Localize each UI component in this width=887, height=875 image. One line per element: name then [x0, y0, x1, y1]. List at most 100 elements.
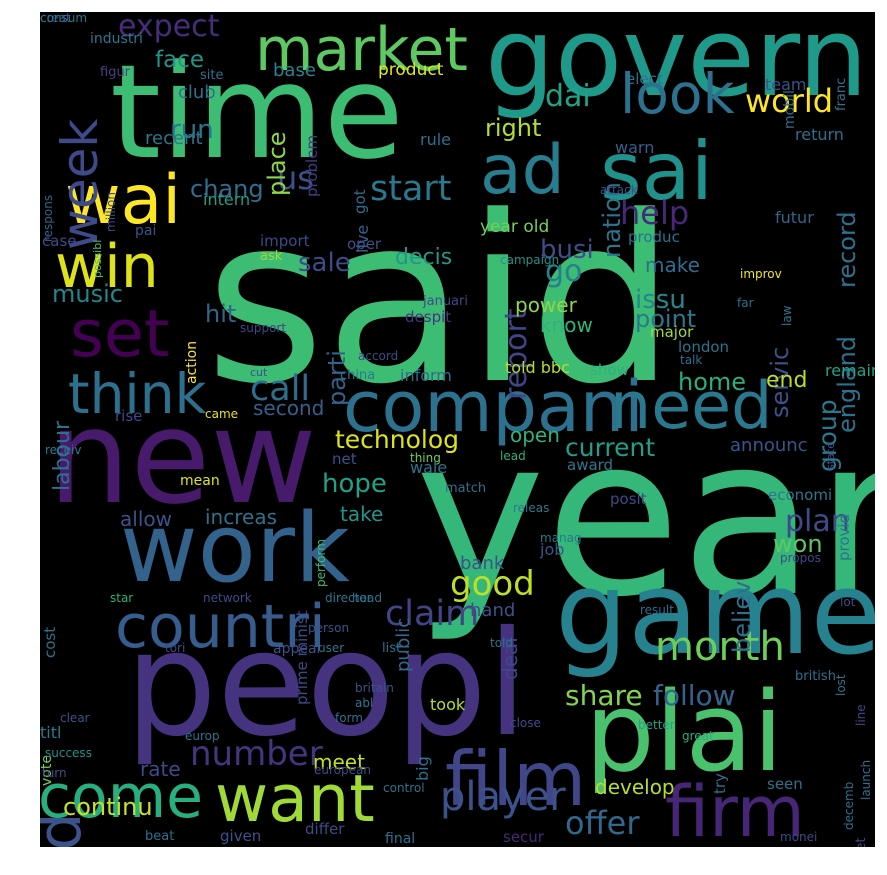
cloud-word: differ [305, 820, 345, 838]
cloud-word: month [655, 624, 785, 670]
cloud-word: record [833, 211, 861, 288]
word-cloud: said year new peopl time govern game plai work sa… [40, 12, 875, 847]
cloud-word: sai [600, 125, 713, 218]
cloud-word: oper [347, 235, 382, 253]
cloud-word: number [190, 734, 323, 774]
cloud-word: state [824, 442, 837, 470]
cloud-word: music [52, 280, 123, 308]
cloud-word: mean [180, 473, 220, 489]
cloud-word: said [205, 168, 676, 435]
cloud-word: posit [610, 490, 647, 508]
cloud-word: problem [303, 134, 321, 197]
cloud-word: lost [834, 674, 848, 696]
cloud-word: major [650, 323, 694, 341]
cloud-word: perform [314, 539, 328, 587]
cloud-word: person [308, 621, 350, 635]
cloud-word: action [184, 340, 200, 384]
cloud-word: head [352, 591, 382, 605]
cloud-word: new [48, 381, 317, 533]
cloud-word: big [413, 756, 432, 781]
cloud-word: win [55, 232, 159, 302]
cloud-word: futur [775, 208, 814, 227]
cloud-word: campaign [500, 253, 560, 267]
cloud-word: mobil [782, 90, 798, 129]
cloud-word: current [565, 433, 656, 462]
cloud-word: wale [410, 458, 448, 477]
cloud-word: pai [135, 223, 157, 239]
cloud-word: inform [400, 366, 452, 385]
cloud-word: site [200, 68, 224, 83]
cloud-word: home [678, 368, 747, 396]
cloud-word: decis [395, 245, 453, 270]
cloud-word: lead [500, 449, 526, 463]
cloud-word: creat [40, 12, 71, 25]
cloud-word: seen [767, 775, 803, 793]
cloud-word: law [780, 305, 794, 326]
cloud-word: director [325, 591, 372, 605]
cloud-word: open [510, 423, 560, 447]
cloud-word: call [250, 369, 311, 409]
cloud-word: came [205, 407, 239, 421]
cloud-word: list [382, 641, 402, 656]
cloud-word: intern [203, 190, 251, 209]
cloud-word: announc [730, 435, 808, 456]
cloud-word: star [110, 591, 134, 605]
cloud-word: power [515, 293, 577, 317]
cloud-word: titl [40, 723, 62, 742]
cloud-word: rule [420, 130, 452, 149]
cloud-word: great [682, 729, 714, 743]
cloud-word: match [445, 481, 487, 496]
cloud-word: provid [835, 513, 853, 561]
cloud-word: good [450, 564, 535, 604]
cloud-word: case [42, 232, 77, 250]
cloud-word: manag [540, 531, 582, 545]
cloud-word: issu [635, 285, 686, 315]
cloud-word: know [540, 313, 593, 337]
cloud-word: expect [118, 12, 220, 44]
cloud-word: try [711, 773, 729, 794]
cloud-word: improv [740, 267, 782, 281]
cloud-word: china [340, 368, 376, 383]
cloud-word: thing [410, 451, 441, 465]
cloud-word: industri [90, 31, 143, 47]
cloud-word: return [795, 125, 844, 144]
cloud-word: line [854, 704, 868, 726]
cloud-word: take [340, 502, 384, 526]
cloud-word: cut [250, 366, 268, 379]
cloud-word: support [240, 321, 287, 335]
cloud-word: final [385, 831, 416, 847]
cloud-word: success [45, 746, 92, 760]
cloud-word: figur [100, 65, 131, 80]
cloud-word: place [263, 131, 291, 196]
cloud-word: control [383, 781, 425, 795]
cloud-word: face [155, 47, 204, 73]
cloud-word: wai [65, 161, 182, 240]
cloud-word: secur [503, 828, 544, 846]
cloud-word: monei [780, 830, 818, 844]
cloud-word: plai [585, 668, 784, 796]
cloud-word: told [490, 636, 513, 650]
cloud-word: hand [470, 600, 516, 621]
cloud-word: govern [485, 12, 868, 121]
cloud-word: go [545, 254, 583, 289]
cloud-word: import [260, 232, 310, 250]
cloud-word: attack [600, 183, 638, 197]
cloud-word: firm [665, 771, 805, 847]
cloud-word: warn [615, 138, 655, 157]
cloud-word: decemb [842, 781, 856, 830]
cloud-word: clear [60, 711, 90, 725]
cloud-word: european [314, 763, 371, 777]
cloud-word: help [620, 194, 690, 232]
cloud-word: talk [680, 353, 703, 367]
cloud-word: continu [63, 793, 153, 821]
cloud-word: took [430, 695, 466, 714]
cloud-word: better [638, 718, 675, 732]
cloud-word: offer [565, 804, 640, 842]
cloud-word: lot [840, 595, 856, 609]
cloud-word: elect [626, 70, 663, 88]
cloud-word: london [678, 338, 730, 356]
cloud-word: think [68, 362, 207, 426]
cloud-word: consum [40, 12, 88, 25]
cloud-word: right [485, 114, 542, 142]
cloud-word: user [318, 641, 345, 655]
